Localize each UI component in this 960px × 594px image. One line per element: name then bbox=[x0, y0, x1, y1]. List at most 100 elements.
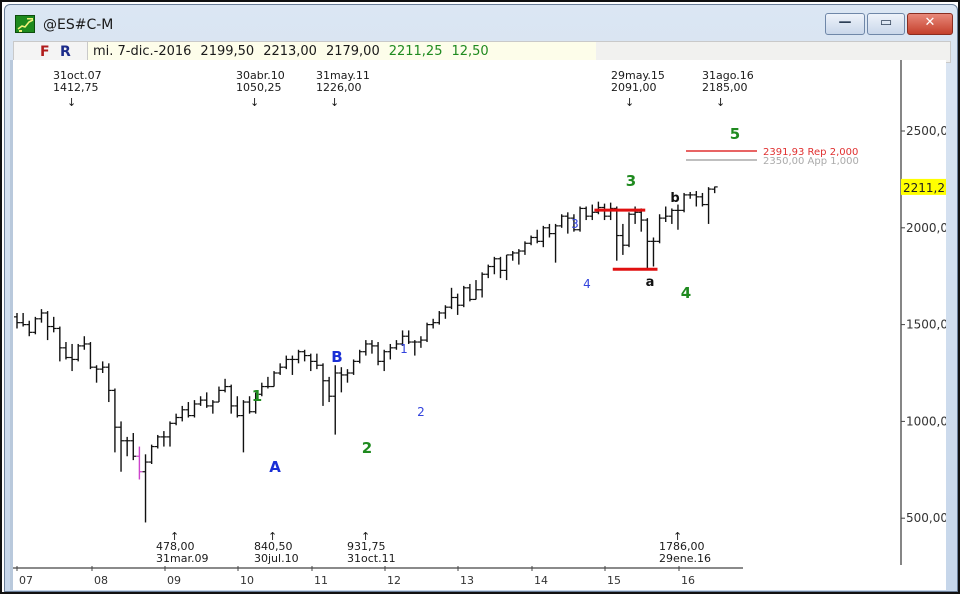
fr-toggle-box: F R bbox=[14, 42, 88, 62]
ohlc-bar bbox=[148, 444, 155, 464]
f-toggle[interactable]: F bbox=[40, 44, 50, 60]
ohlc-bar bbox=[681, 192, 688, 213]
ohlc-bar bbox=[136, 446, 143, 480]
ohlc-bar bbox=[99, 361, 106, 373]
wave-label: A bbox=[269, 458, 281, 476]
ohlc-bar bbox=[577, 206, 584, 232]
y-tick-label: 1000,00 bbox=[906, 414, 946, 428]
ohlc-bar bbox=[705, 187, 712, 224]
ohlc-bar bbox=[289, 355, 296, 375]
ohlc-bar bbox=[503, 254, 510, 281]
x-tick-label: 14 bbox=[534, 574, 548, 587]
svg-text:31mar.09: 31mar.09 bbox=[156, 552, 208, 565]
maximize-button[interactable]: ▭ bbox=[867, 13, 905, 35]
title-bar[interactable]: @ES#C-M — ▭ ✕ bbox=[5, 5, 957, 39]
ohlc-bar bbox=[693, 191, 700, 207]
ohlc-bar bbox=[662, 206, 669, 222]
ohlc-bar bbox=[32, 316, 39, 335]
ohlc-bar bbox=[564, 212, 571, 234]
quote-high: 2213,00 bbox=[263, 44, 317, 59]
ohlc-bar bbox=[197, 396, 204, 406]
up-arrow-icon: ↑ bbox=[361, 530, 370, 543]
ohlc-bar bbox=[350, 359, 357, 375]
wave-label: 4 bbox=[681, 284, 691, 302]
ohlc-bar bbox=[111, 388, 118, 453]
wave-label: 4 bbox=[583, 277, 591, 291]
x-tick-label: 12 bbox=[387, 574, 401, 587]
ohlc-bar bbox=[179, 405, 186, 422]
ohlc-bar bbox=[301, 349, 308, 362]
ohlc-bar bbox=[173, 413, 180, 426]
extreme-annotations: 31oct.071412,75↓30abr.101050,25↓31may.11… bbox=[53, 69, 754, 565]
ohlc-bar bbox=[644, 218, 651, 270]
svg-text:931,75: 931,75 bbox=[347, 540, 386, 553]
ohlc-bar bbox=[75, 343, 82, 362]
ohlc-bar bbox=[626, 212, 632, 248]
projection-label: 2391,93 Rep 2,000 bbox=[763, 147, 858, 158]
ohlc-bar bbox=[509, 251, 516, 261]
ohlc-bar bbox=[424, 322, 431, 343]
ohlc-bar bbox=[436, 311, 443, 325]
ohlc-bar bbox=[118, 421, 125, 472]
x-tick-label: 09 bbox=[167, 574, 181, 587]
ohlc-bar bbox=[185, 402, 192, 418]
ohlc-bar bbox=[191, 400, 198, 418]
ohlc-bar bbox=[44, 311, 51, 341]
ohlc-bar bbox=[215, 386, 222, 403]
ohlc-bar bbox=[393, 340, 400, 350]
ohlc-bar bbox=[540, 225, 547, 248]
price-chart[interactable]: 500,00 1000,00 1500,00 2000,00 2500,00 2211,2… bbox=[13, 60, 946, 590]
quote-close: 2211,25 bbox=[388, 44, 443, 59]
ohlc-bar bbox=[668, 208, 675, 224]
svg-text:2091,00: 2091,00 bbox=[611, 81, 657, 94]
ohlc-bar bbox=[473, 280, 479, 301]
y-axis: 500,00 1000,00 1500,00 2000,00 2500,00 2211,2… bbox=[900, 60, 946, 565]
ohlc-bar bbox=[448, 287, 455, 310]
r-toggle[interactable]: R bbox=[60, 44, 71, 60]
ohlc-bar bbox=[130, 433, 137, 461]
ohlc-bar bbox=[124, 436, 131, 457]
ohlc-bar bbox=[209, 400, 216, 414]
window-title: @ES#C-M bbox=[43, 17, 114, 33]
close-button[interactable]: ✕ bbox=[907, 13, 953, 35]
ohlc-bar bbox=[430, 318, 437, 329]
minimize-button[interactable]: — bbox=[825, 13, 865, 35]
ohlc-bar bbox=[271, 371, 278, 388]
ohlc-bar bbox=[332, 365, 339, 435]
ohlc-bar bbox=[295, 349, 302, 364]
down-arrow-icon: ↓ bbox=[716, 96, 725, 109]
ohlc-bar bbox=[246, 396, 253, 414]
ohlc-bar bbox=[93, 365, 100, 383]
ohlc-bar bbox=[417, 336, 424, 348]
ohlc-bar bbox=[105, 363, 112, 403]
wave-label: b bbox=[670, 191, 679, 206]
ohlc-bar bbox=[687, 191, 694, 199]
ohlc-bar bbox=[62, 342, 69, 360]
ohlc-bar bbox=[252, 392, 259, 414]
ohlc-bar bbox=[167, 421, 173, 447]
ohlc-bar bbox=[228, 384, 235, 414]
ohlc-bar bbox=[552, 223, 559, 263]
ohlc-bar bbox=[479, 272, 486, 298]
ohlc-bar bbox=[338, 367, 345, 393]
ohlc-bar bbox=[50, 316, 57, 333]
ohlc-bar bbox=[699, 192, 706, 207]
y-tick-label: 1500,00 bbox=[906, 318, 946, 332]
ohlc-bar bbox=[521, 241, 528, 255]
ohlc-bar bbox=[528, 235, 535, 246]
last-price-tag bbox=[901, 178, 946, 195]
ohlc-bar bbox=[234, 396, 241, 418]
ohlc-bar bbox=[466, 283, 473, 302]
svg-text:29ene.16: 29ene.16 bbox=[659, 552, 711, 565]
ohlc-bar bbox=[589, 204, 596, 221]
svg-text:29may.15: 29may.15 bbox=[611, 69, 665, 82]
wave-label: 1 bbox=[400, 342, 408, 356]
up-arrow-icon: ↑ bbox=[268, 530, 277, 543]
chart-plot-area[interactable]: 500,00 1000,00 1500,00 2000,00 2500,00 2211,2… bbox=[10, 60, 946, 590]
ohlc-bar bbox=[515, 249, 522, 265]
ohlc-bar bbox=[283, 355, 290, 370]
ohlc-bar bbox=[460, 285, 467, 308]
